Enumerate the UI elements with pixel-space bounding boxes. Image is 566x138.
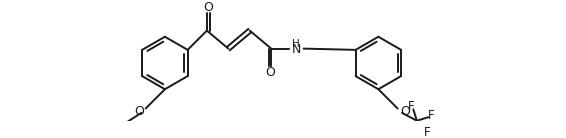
Text: N: N (292, 43, 302, 56)
Text: O: O (265, 66, 275, 79)
Text: F: F (424, 126, 431, 138)
Text: H: H (292, 39, 299, 49)
Text: F: F (408, 100, 415, 113)
Text: F: F (427, 109, 434, 122)
Text: O: O (134, 105, 144, 118)
Text: O: O (400, 105, 410, 118)
Text: O: O (203, 1, 213, 14)
